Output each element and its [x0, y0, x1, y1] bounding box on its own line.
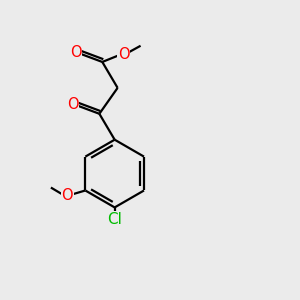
Text: Cl: Cl [107, 212, 122, 227]
Text: O: O [118, 47, 129, 62]
Text: O: O [67, 97, 79, 112]
Text: O: O [70, 45, 82, 60]
Text: O: O [61, 188, 73, 203]
